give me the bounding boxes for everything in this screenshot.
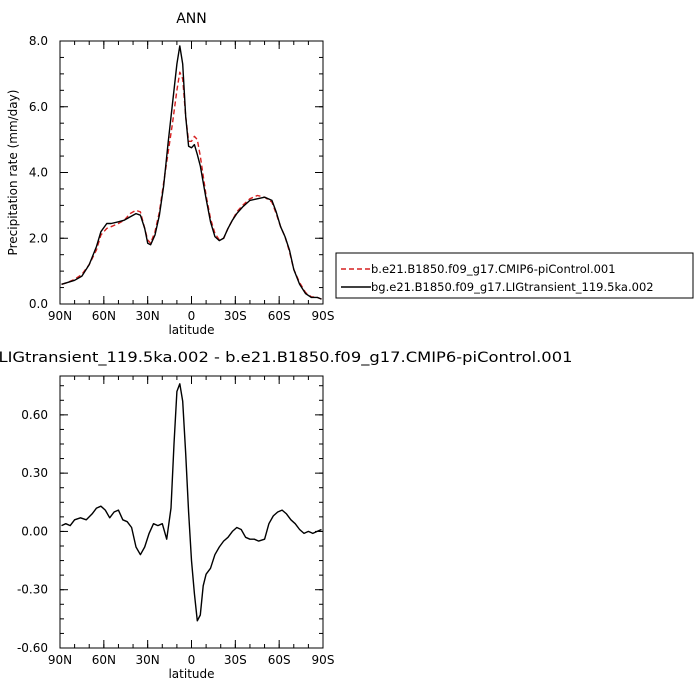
legend-box <box>335 252 694 299</box>
legend: b.e21.B1850.f09_g17.CMIP6-piControl.001b… <box>335 252 694 299</box>
legend-label: b.e21.B1850.f09_g17.CMIP6-piControl.001 <box>371 262 616 276</box>
x-tick-label: 30S <box>224 309 247 323</box>
y-tick-label: 0.60 <box>21 408 48 422</box>
y-tick-label: 8.0 <box>29 34 48 48</box>
y-tick-label: 2.0 <box>29 231 48 245</box>
x-tick-label: 60N <box>92 653 116 667</box>
series-line <box>61 383 322 622</box>
series-line <box>61 45 322 300</box>
y-tick-label: 0.0 <box>29 297 48 311</box>
y-tick-label: -0.60 <box>17 641 48 655</box>
chart-title: ANN <box>176 11 207 27</box>
y-axis-title: Precipitation rate (mm/day) <box>6 90 20 256</box>
precipitation-panel: 90N 60N 30N 0 30S 60S 90S 0.0 2.0 4.0 6.0 8.0 latitu… <box>6 11 334 337</box>
plot-frame <box>59 40 324 305</box>
x-axis-title: latitude <box>168 667 214 681</box>
x-tick-label: 90N <box>48 309 72 323</box>
y-tick-label: 6.0 <box>29 100 48 114</box>
x-tick-label: 90S <box>312 309 335 323</box>
chart-title: bg.e21.B1850.f09_g17.LIGtransient_119.5k… <box>0 350 573 366</box>
x-tick-label: 30S <box>224 653 247 667</box>
x-tick-label: 30N <box>136 653 160 667</box>
x-tick-label: 0 <box>188 309 196 323</box>
difference-panel: 90N 60N 30N 0 30S 60S 90S -0.60 -0.30 0.00 0.30 0.6… <box>0 350 573 681</box>
x-tick-label: 60N <box>92 309 116 323</box>
x-tick-label: 30N <box>136 309 160 323</box>
x-tick-label: 60S <box>268 309 291 323</box>
x-tick-label: 90N <box>48 653 72 667</box>
x-tick-label: 90S <box>312 653 335 667</box>
x-tick-label: 0 <box>188 653 196 667</box>
x-axis-title: latitude <box>168 323 214 337</box>
y-tick-label: -0.30 <box>17 583 48 597</box>
x-tick-label: 60S <box>268 653 291 667</box>
y-tick-label: 0.30 <box>21 466 48 480</box>
legend-label: bg.e21.B1850.f09_g17.LIGtransient_119.5k… <box>371 280 654 294</box>
series-line <box>61 71 322 300</box>
y-tick-label: 0.00 <box>21 524 48 538</box>
y-tick-label: 4.0 <box>29 166 48 180</box>
